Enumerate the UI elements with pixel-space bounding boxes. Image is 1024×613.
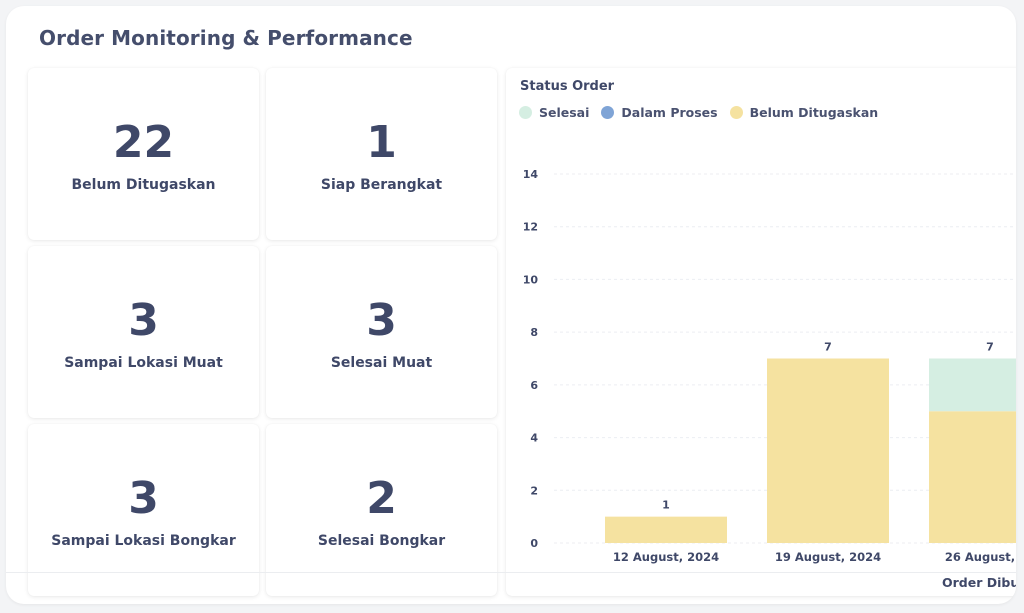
- chart-legend: Selesai Dalam Proses Belum Ditugaskan: [519, 105, 878, 120]
- divider: [6, 572, 1016, 573]
- y-tick-label: 12: [523, 221, 538, 234]
- stat-card-sampai-lokasi-bongkar[interactable]: 3 Sampai Lokasi Bongkar: [28, 424, 259, 596]
- y-tick-label: 0: [530, 537, 538, 550]
- stat-value: 22: [112, 117, 175, 168]
- bar-total-label: 1: [662, 499, 670, 512]
- order-monitoring-panel: Order Monitoring & Performance 22 Belum …: [6, 6, 1016, 604]
- stat-card-selesai-muat[interactable]: 3 Selesai Muat: [266, 246, 497, 418]
- stat-value: 3: [128, 295, 159, 346]
- x-tick-label: 26 August, 20: [945, 550, 1016, 564]
- stat-value: 3: [128, 473, 159, 524]
- legend-label: Belum Ditugaskan: [749, 105, 879, 120]
- y-tick-label: 8: [530, 326, 538, 339]
- y-tick-label: 4: [530, 432, 538, 445]
- stat-label: Selesai Bongkar: [317, 533, 446, 549]
- y-tick-label: 14: [523, 168, 539, 181]
- chart-title: Status Order: [520, 79, 615, 94]
- status-order-chart-card: Status Order Selesai Dalam Proses Belum …: [506, 68, 1016, 596]
- stat-label: Sampai Lokasi Bongkar: [51, 533, 236, 549]
- x-axis-title: Order Dibu: [942, 575, 1016, 590]
- stat-value: 3: [366, 295, 397, 346]
- bar-segment: [929, 358, 1016, 412]
- stat-card-belum-ditugaskan[interactable]: 22 Belum Ditugaskan: [28, 68, 259, 240]
- x-tick-label: 19 August, 2024: [775, 550, 881, 564]
- bar-total-label: 7: [824, 341, 832, 354]
- bar-total-label: 7: [986, 341, 994, 354]
- legend-label: Dalam Proses: [621, 105, 718, 120]
- stat-label: Siap Berangkat: [320, 177, 443, 193]
- legend-dot-icon: [729, 106, 743, 119]
- legend-item-dalam-proses[interactable]: Dalam Proses: [601, 105, 718, 120]
- stat-label: Selesai Muat: [330, 355, 433, 371]
- status-order-chart: 0 2 4 6 8 10 12 14 1 12 August, 2024 7 19 August, 2…: [523, 168, 1016, 564]
- stat-card-selesai-bongkar[interactable]: 2 Selesai Bongkar: [266, 424, 497, 596]
- legend-dot-icon: [519, 106, 532, 119]
- legend-item-belum-ditugaskan[interactable]: Belum Ditugaskan: [729, 105, 879, 120]
- bar-segment: [605, 516, 727, 543]
- stat-label: Sampai Lokasi Muat: [64, 355, 223, 371]
- stat-value: 2: [366, 473, 397, 524]
- legend-item-selesai[interactable]: Selesai: [519, 105, 589, 120]
- stat-value: 1: [366, 117, 397, 168]
- y-tick-label: 2: [530, 484, 538, 497]
- page-title: Order Monitoring & Performance: [39, 26, 413, 50]
- legend-label: Selesai: [539, 105, 590, 120]
- y-tick-label: 10: [523, 273, 539, 286]
- x-tick-label: 12 August, 2024: [613, 550, 719, 564]
- legend-dot-icon: [601, 106, 615, 119]
- stat-card-sampai-lokasi-muat[interactable]: 3 Sampai Lokasi Muat: [28, 246, 259, 418]
- stat-label: Belum Ditugaskan: [71, 177, 216, 193]
- stat-card-siap-berangkat[interactable]: 1 Siap Berangkat: [266, 68, 497, 240]
- bar-segment: [767, 358, 889, 543]
- bar-segment: [929, 411, 1016, 543]
- y-tick-label: 6: [530, 379, 538, 392]
